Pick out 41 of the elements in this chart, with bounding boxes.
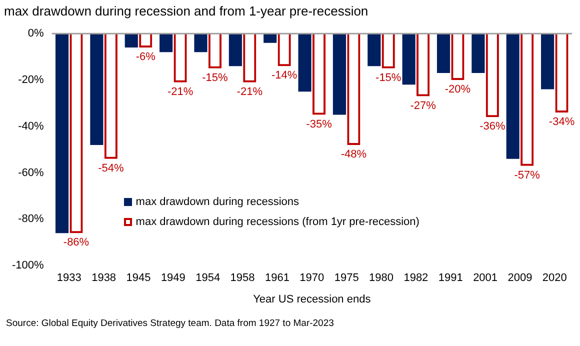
- x-tick-label: 1982: [404, 272, 428, 284]
- data-label: -27%: [410, 100, 436, 112]
- data-label: -14%: [271, 70, 298, 82]
- x-tick-label: 1933: [56, 272, 82, 284]
- x-tick-label: 1980: [369, 272, 394, 284]
- x-tick-label: 1949: [160, 272, 186, 284]
- source-note: Source: Global Equity Derivatives Strategy team. Data from 1927 to Mar-2023: [6, 318, 334, 329]
- data-label: -86%: [63, 236, 90, 249]
- data-label: -36%: [480, 120, 506, 133]
- x-tick-label: 1938: [92, 272, 116, 284]
- x-tick-label: 1954: [196, 272, 220, 284]
- x-tick-label: 2009: [508, 272, 532, 284]
- x-tick-label: 1958: [230, 272, 255, 284]
- legend-label: max drawdown during recessions: [136, 196, 300, 208]
- y-tick-label: 0%: [28, 28, 44, 40]
- data-label: -21%: [167, 86, 194, 98]
- y-tick-label: -80%: [18, 213, 44, 226]
- x-tick-label: 1961: [264, 272, 290, 284]
- data-label: -6%: [136, 51, 156, 64]
- y-tick-label: -100%: [12, 260, 44, 272]
- data-label: -48%: [340, 148, 367, 160]
- x-axis-title: Year US recession ends: [253, 293, 372, 306]
- chart-title: max drawdown during recession and from 1-year pre-recession: [4, 3, 368, 18]
- legend-label: max drawdown during recessions (from 1yr pre-recession): [136, 216, 420, 228]
- data-label: -34%: [548, 116, 575, 128]
- x-tick-label: 2001: [473, 272, 498, 284]
- data-label: -20%: [444, 84, 471, 96]
- data-label: -57%: [514, 169, 540, 182]
- x-tick-label: 1945: [126, 272, 151, 284]
- data-label: -54%: [98, 162, 124, 174]
- y-tick-label: -60%: [18, 166, 44, 179]
- data-label: -21%: [236, 86, 263, 98]
- data-label: -35%: [306, 118, 332, 130]
- x-tick-label: 1975: [334, 272, 359, 284]
- data-label: -15%: [202, 72, 228, 84]
- x-tick-label: 1991: [438, 272, 463, 284]
- data-label: -15%: [376, 72, 402, 84]
- x-tick-label: 2020: [542, 272, 567, 284]
- x-tick-label: 1970: [300, 272, 324, 284]
- y-tick-label: -20%: [18, 74, 44, 86]
- y-tick-label: -40%: [18, 120, 44, 132]
